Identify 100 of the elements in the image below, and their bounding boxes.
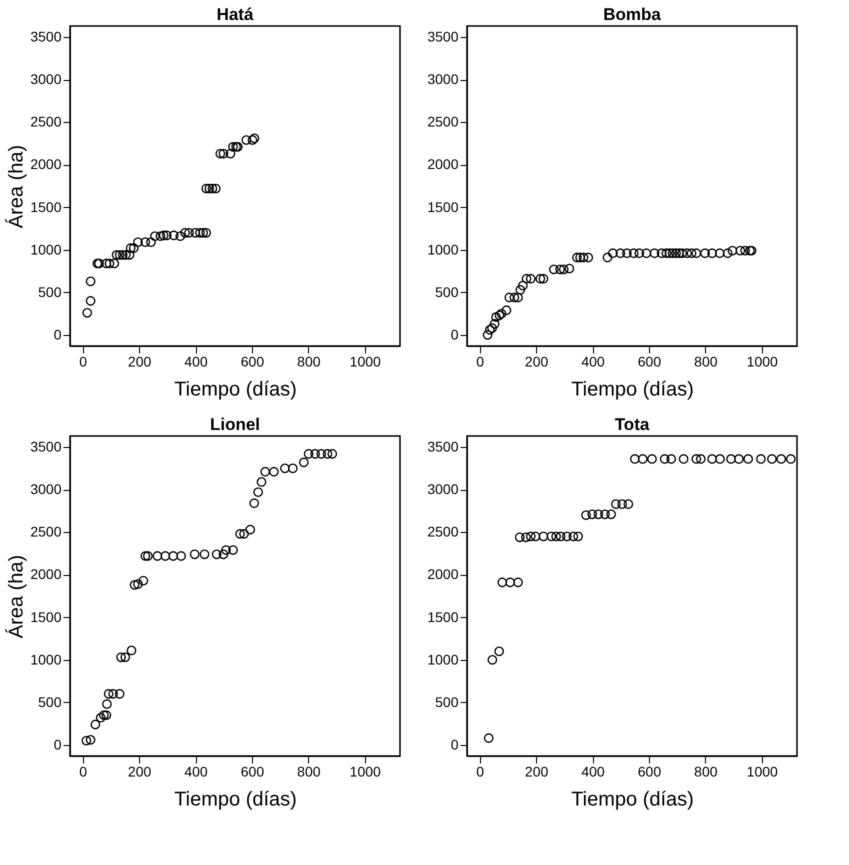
point xyxy=(734,454,744,464)
y-tick-label: 1500 xyxy=(30,198,62,215)
point xyxy=(583,252,594,262)
point xyxy=(714,248,725,258)
x-tick-label: 200 xyxy=(128,354,152,370)
point xyxy=(642,248,652,258)
point xyxy=(82,736,92,746)
point xyxy=(634,248,644,258)
point xyxy=(235,529,245,539)
y-tick-label: 3500 xyxy=(427,28,459,45)
y-tick-label: 1500 xyxy=(427,608,459,625)
point xyxy=(602,252,612,262)
point xyxy=(622,248,632,258)
point xyxy=(606,509,616,520)
point xyxy=(505,578,515,588)
point xyxy=(513,578,523,588)
y-tick-label: 1000 xyxy=(427,651,459,668)
point xyxy=(518,280,528,290)
point xyxy=(140,551,150,561)
y-tick-label: 3000 xyxy=(427,481,459,498)
y-tick-label: 500 xyxy=(435,284,459,300)
point xyxy=(647,454,657,464)
point xyxy=(176,551,186,561)
point xyxy=(140,237,150,247)
point xyxy=(616,248,626,258)
point xyxy=(201,228,212,238)
point xyxy=(226,148,236,158)
point xyxy=(484,733,494,743)
y-tick-label: 3500 xyxy=(427,438,459,455)
point xyxy=(269,466,279,477)
point xyxy=(86,735,96,745)
point xyxy=(538,274,548,284)
y-tick-label: 3500 xyxy=(30,438,62,455)
x-tick-label: 400 xyxy=(184,764,208,780)
point xyxy=(686,248,696,258)
point xyxy=(587,509,598,520)
point xyxy=(221,545,231,555)
point xyxy=(530,532,540,542)
point xyxy=(555,264,565,274)
point xyxy=(304,449,314,459)
point xyxy=(195,228,205,238)
y-tick-label: 500 xyxy=(38,694,62,710)
point xyxy=(573,532,583,542)
point xyxy=(786,454,796,464)
y-axis-title: Área (ha) xyxy=(4,554,28,638)
point xyxy=(228,142,238,152)
x-tick-label: 0 xyxy=(476,764,484,780)
point xyxy=(102,710,112,720)
point xyxy=(767,454,777,464)
point xyxy=(104,689,114,699)
point xyxy=(526,274,536,284)
x-tick-label: 400 xyxy=(581,764,605,780)
point xyxy=(700,248,710,258)
point xyxy=(575,252,585,262)
x-tick-label: 1000 xyxy=(350,354,382,370)
point xyxy=(572,252,582,262)
x-tick-label: 1000 xyxy=(746,764,778,780)
point xyxy=(630,454,640,464)
point xyxy=(256,477,266,487)
x-tick-label: 600 xyxy=(638,354,662,370)
point xyxy=(600,509,610,520)
point xyxy=(218,148,228,158)
y-tick-label: 3000 xyxy=(427,71,459,88)
point xyxy=(691,454,702,464)
point xyxy=(160,551,170,561)
x-tick-label: 400 xyxy=(581,354,605,370)
point xyxy=(168,230,179,240)
point xyxy=(513,292,523,302)
point xyxy=(204,184,214,194)
x-tick-label: 600 xyxy=(240,764,264,780)
point xyxy=(112,250,122,260)
point xyxy=(726,454,736,464)
point xyxy=(126,646,136,656)
point xyxy=(138,576,148,586)
x-tick-label: 0 xyxy=(79,764,88,780)
point xyxy=(90,720,100,730)
y-tick-label: 500 xyxy=(38,284,62,300)
point xyxy=(728,246,738,256)
y-tick-label: 2000 xyxy=(427,566,459,582)
x-tick-label: 800 xyxy=(297,354,321,370)
point xyxy=(628,248,639,258)
point xyxy=(175,231,186,242)
y-tick-label: 2500 xyxy=(427,524,459,540)
y-tick-label: 0 xyxy=(450,736,459,752)
point xyxy=(743,454,754,464)
point xyxy=(522,274,532,284)
point xyxy=(116,652,126,662)
y-tick-label: 1500 xyxy=(427,198,459,215)
point xyxy=(564,264,574,274)
point xyxy=(549,264,559,274)
y-tick-label: 2000 xyxy=(427,156,459,172)
point xyxy=(707,248,717,258)
point xyxy=(638,454,648,464)
x-axis-title: Tiempo (días) xyxy=(571,378,694,400)
x-axis-title: Tiempo (días) xyxy=(174,788,297,810)
point xyxy=(691,248,702,258)
x-tick-label: 800 xyxy=(694,764,718,780)
point xyxy=(249,498,260,508)
point xyxy=(168,551,178,561)
point xyxy=(190,549,200,560)
